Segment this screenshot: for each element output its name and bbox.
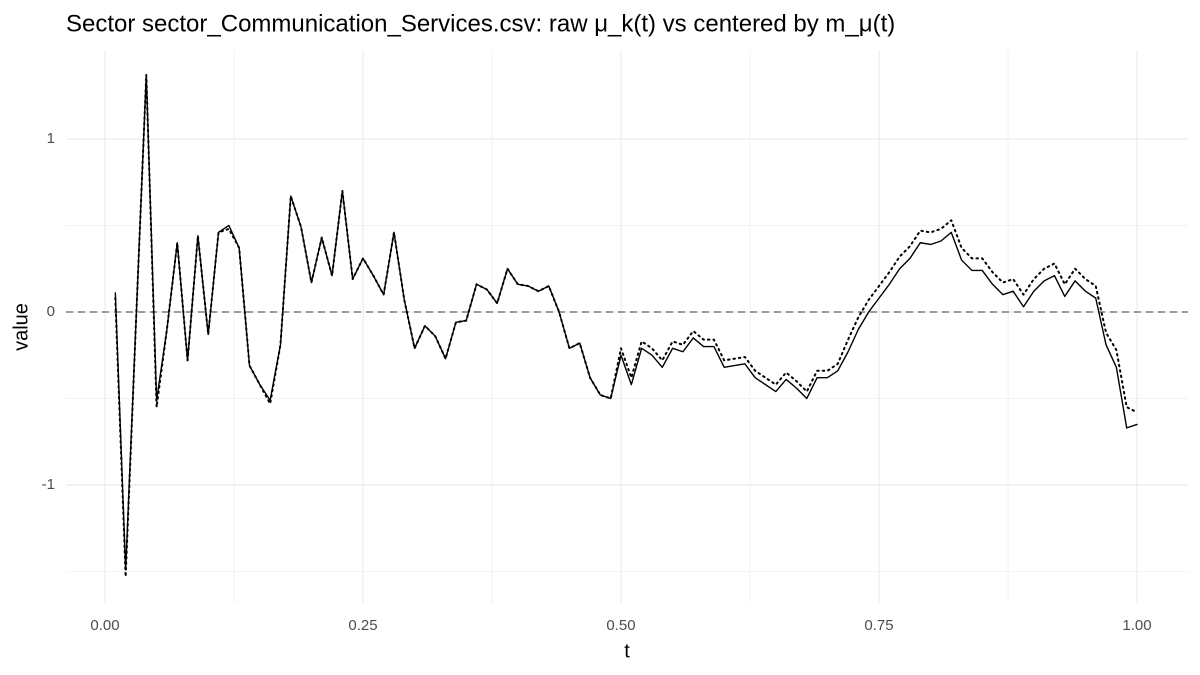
x-tick-label: 0.00	[90, 617, 119, 634]
y-tick-label: 1	[47, 130, 55, 147]
x-tick-label: 0.75	[864, 617, 893, 634]
y-tick-label: -1	[42, 476, 55, 493]
series-line	[114, 73, 1139, 578]
x-tick-label: 1.00	[1122, 617, 1151, 634]
x-axis-title: t	[624, 640, 630, 662]
x-tick-label: 0.50	[606, 617, 635, 634]
y-tick-label: 0	[47, 303, 55, 320]
chart-title: Sector sector_Communication_Services.csv…	[66, 10, 895, 37]
y-axis-title: value	[10, 303, 32, 351]
series-line	[114, 74, 1138, 571]
x-tick-label: 0.25	[348, 617, 377, 634]
